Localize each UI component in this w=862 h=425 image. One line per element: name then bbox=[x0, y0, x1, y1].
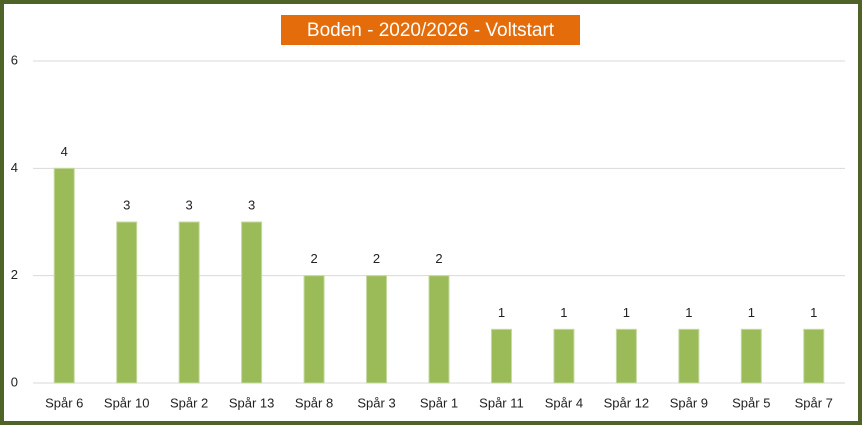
x-tick-label: Spår 12 bbox=[604, 395, 650, 410]
bar bbox=[303, 275, 325, 384]
x-tick-label: Spår 11 bbox=[479, 395, 524, 410]
data-label: 1 bbox=[748, 305, 755, 320]
data-label: 2 bbox=[435, 251, 442, 266]
title-background bbox=[281, 15, 580, 45]
data-label: 1 bbox=[810, 305, 817, 320]
bar bbox=[553, 328, 575, 384]
x-tick-label: Spår 4 bbox=[545, 395, 583, 410]
bar bbox=[241, 221, 263, 384]
bar bbox=[178, 221, 200, 384]
bar bbox=[803, 328, 825, 384]
x-tick-label: Spår 6 bbox=[45, 395, 83, 410]
x-tick-label: Spår 1 bbox=[420, 395, 458, 410]
data-label: 3 bbox=[123, 197, 130, 212]
bar bbox=[428, 275, 450, 384]
data-label: 3 bbox=[186, 197, 193, 212]
data-label: 1 bbox=[560, 305, 567, 320]
bar bbox=[740, 328, 762, 384]
y-tick-label: 2 bbox=[11, 267, 18, 282]
data-label: 1 bbox=[498, 305, 505, 320]
y-tick-label: 6 bbox=[11, 52, 18, 67]
bar bbox=[366, 275, 388, 384]
bar bbox=[116, 221, 138, 384]
data-label: 4 bbox=[61, 144, 68, 159]
bar bbox=[53, 167, 75, 384]
data-label: 1 bbox=[685, 305, 692, 320]
x-tick-label: Spår 3 bbox=[357, 395, 395, 410]
x-tick-label: Spår 8 bbox=[295, 395, 333, 410]
bar bbox=[615, 328, 637, 384]
data-label: 1 bbox=[623, 305, 630, 320]
x-tick-label: Spår 9 bbox=[670, 395, 708, 410]
bar bbox=[490, 328, 512, 384]
y-tick-label: 0 bbox=[11, 374, 18, 389]
x-tick-label: Spår 7 bbox=[795, 395, 833, 410]
x-tick-label: Spår 5 bbox=[732, 395, 770, 410]
bar bbox=[678, 328, 700, 384]
x-tick-label: Spår 10 bbox=[104, 395, 150, 410]
y-tick-label: 4 bbox=[11, 160, 18, 175]
chart-title: Boden - 2020/2026 - Voltstart bbox=[307, 20, 555, 41]
x-tick-label: Spår 2 bbox=[170, 395, 208, 410]
data-label: 2 bbox=[373, 251, 380, 266]
data-label: 2 bbox=[310, 251, 317, 266]
x-tick-label: Spår 13 bbox=[229, 395, 275, 410]
data-label: 3 bbox=[248, 197, 255, 212]
